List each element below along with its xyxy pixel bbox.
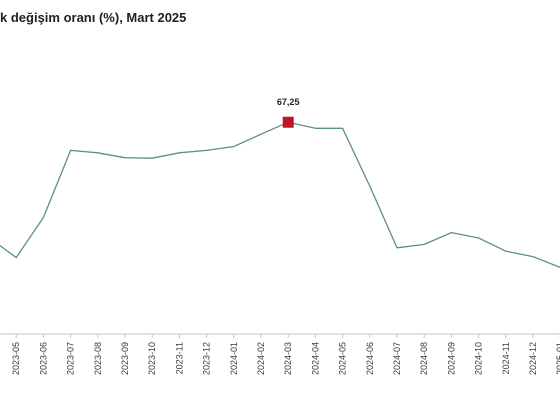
data-point <box>151 157 153 159</box>
x-tick-label: 2024-01 <box>229 342 239 375</box>
data-point <box>314 127 316 129</box>
x-tick-label: 2024-10 <box>474 342 484 375</box>
data-point <box>97 152 99 154</box>
x-tick-label: 2024-03 <box>283 342 293 375</box>
data-point <box>477 237 479 239</box>
x-tick-label: 2024-06 <box>365 342 375 375</box>
x-tick-label: 2025-01 <box>555 342 560 375</box>
x-tick-label: 2024-09 <box>446 342 456 375</box>
x-tick-label: 2024-11 <box>501 342 511 374</box>
x-tick-label: 2023-12 <box>202 342 212 375</box>
series-line <box>0 121 560 269</box>
x-tick-label: 2024-12 <box>528 342 538 375</box>
x-tick-label: 2024-04 <box>310 342 320 375</box>
x-tick-label: 2023-06 <box>38 342 48 375</box>
data-point <box>423 243 425 245</box>
x-tick-label: 2024-08 <box>419 342 429 375</box>
data-point <box>15 256 17 258</box>
data-point <box>124 157 126 159</box>
data-point <box>369 185 371 187</box>
highlight-marker <box>282 116 294 128</box>
x-tick-label: 2023-09 <box>120 342 130 375</box>
x-tick-label: 2023-10 <box>147 342 157 375</box>
x-tick-label: 2023-08 <box>93 342 103 375</box>
data-point <box>178 152 180 154</box>
data-point <box>396 247 398 249</box>
x-tick-label: 2024-07 <box>392 342 402 375</box>
data-point <box>341 127 343 129</box>
data-point <box>205 149 207 151</box>
x-tick-label: 2024-05 <box>338 342 348 375</box>
x-tick-label: 2023-11 <box>174 342 184 374</box>
chart-title: k değişim oranı (%), Mart 2025 <box>0 10 187 25</box>
data-point <box>450 231 452 233</box>
x-tick-label: 2023-05 <box>11 342 21 375</box>
data-point <box>505 250 507 252</box>
data-point <box>69 149 71 151</box>
data-point <box>233 145 235 147</box>
x-tick-label: 2024-02 <box>256 342 266 375</box>
highlight-data-label: 67,25 <box>277 97 300 107</box>
x-tick-label: 2023-07 <box>66 342 76 375</box>
data-point <box>42 216 44 218</box>
data-point <box>532 255 534 257</box>
data-point <box>260 133 262 135</box>
